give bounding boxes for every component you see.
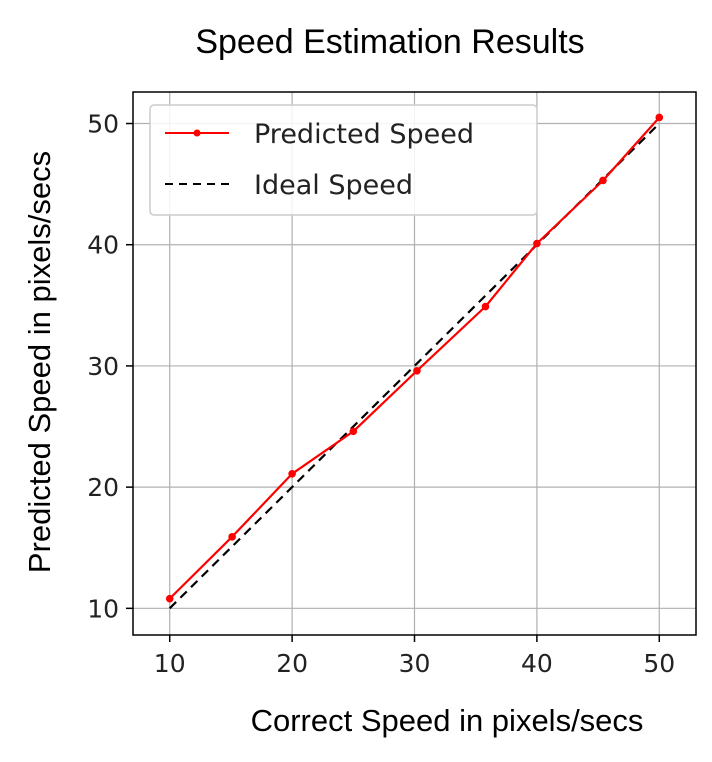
x-tick-label-4: 50 [643,649,675,678]
x-tick-label-3: 40 [521,649,553,678]
y-tick-label-4: 50 [87,110,119,139]
y-tick-label-1: 20 [87,473,119,502]
ticks: 10 20 30 40 50 10 20 30 40 50 [87,110,675,678]
chart-title: Speed Estimation Results [195,23,584,61]
predicted-point-0 [165,594,174,603]
series-layer [165,113,664,610]
predicted-point-8 [655,113,664,122]
x-tick-label-2: 30 [399,649,431,678]
legend-predicted-label: Predicted Speed [254,119,474,150]
legend-ideal-label: Ideal Speed [254,170,413,201]
y-tick-label-3: 40 [87,231,119,260]
predicted-point-4 [413,366,421,375]
y-tick-label-0: 10 [87,594,119,623]
x-tick-label-0: 10 [154,649,186,678]
predicted-point-1 [228,533,236,541]
x-tick-label-1: 20 [276,649,308,678]
legend: Predicted Speed Ideal Speed [149,104,538,216]
predicted-point-2 [288,469,296,478]
predicted-point-7 [599,176,607,185]
x-axis-label: Correct Speed in pixels/secs [251,703,644,738]
legend-predicted-marker [193,129,201,137]
y-axis-label: Predicted Speed in pixels/secs [22,151,57,573]
predicted-point-6 [533,239,541,248]
legend-box [149,104,538,216]
y-tick-label-2: 30 [87,352,119,381]
predicted-point-5 [481,302,490,311]
predicted-point-3 [349,427,358,436]
